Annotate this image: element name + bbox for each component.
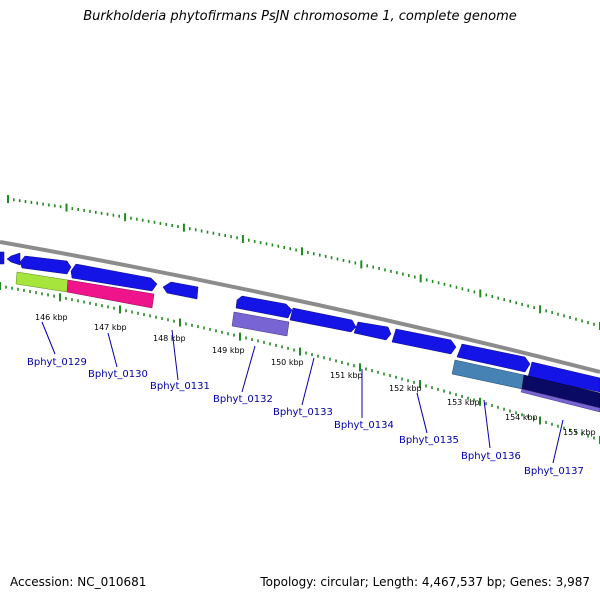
gene-label-bphyt-0133[interactable]: Bphyt_0133 xyxy=(273,407,333,418)
gene-label-bphyt-0135[interactable]: Bphyt_0135 xyxy=(399,435,459,446)
gene-leader-line xyxy=(301,357,315,406)
gene-leader-line xyxy=(552,419,564,464)
forward-cds-track xyxy=(0,251,600,393)
feature-navy[interactable] xyxy=(521,374,600,409)
tick-label: 152 kbp xyxy=(389,384,422,393)
feature-purple[interactable] xyxy=(231,311,290,337)
tick-label: 148 kbp xyxy=(153,334,186,343)
cds-feature[interactable] xyxy=(19,255,72,275)
gene-label-bphyt-0134[interactable]: Bphyt_0134 xyxy=(334,420,394,431)
gene-leader-line xyxy=(241,345,256,393)
cds-feature[interactable] xyxy=(70,263,158,292)
map-title: Burkholderia phytofirmans PsJN chromosom… xyxy=(83,9,517,24)
gene-label-bphyt-0136[interactable]: Bphyt_0136 xyxy=(461,451,521,462)
cds-feature[interactable] xyxy=(456,343,531,373)
tick-label: 147 kbp xyxy=(94,323,127,332)
tick-labels: 146 kbp 147 kbp 148 kbp 149 kbp 150 kbp … xyxy=(35,313,596,437)
gene-leader-line xyxy=(107,332,118,368)
gene-leader-line xyxy=(416,392,428,434)
feature-pink[interactable] xyxy=(66,279,155,309)
gene-leader-lines xyxy=(41,321,564,464)
gene-label-bphyt-0131[interactable]: Bphyt_0131 xyxy=(150,381,210,392)
gene-leader-line xyxy=(483,399,491,449)
tick-label: 146 kbp xyxy=(35,313,68,322)
feature-track xyxy=(15,271,600,413)
genome-summary-text: Topology: circular; Length: 4,467,537 bp… xyxy=(260,575,590,589)
outer-tick-ring xyxy=(7,195,600,330)
gene-labels: Bphyt_0129 Bphyt_0130 Bphyt_0131 Bphyt_0… xyxy=(27,357,584,477)
tick-label: 150 kbp xyxy=(271,358,304,367)
cds-feature[interactable] xyxy=(162,281,199,300)
tick-label: 151 kbp xyxy=(330,371,363,380)
gene-leader-line xyxy=(171,329,179,381)
cds-feature[interactable] xyxy=(527,361,600,393)
cds-feature[interactable] xyxy=(289,307,357,333)
accession-text: Accession: NC_010681 xyxy=(10,575,147,589)
tick-label: 155 kbp xyxy=(563,428,596,437)
feature-purple[interactable] xyxy=(520,388,600,413)
cds-feature[interactable] xyxy=(6,252,21,266)
gene-label-bphyt-0137[interactable]: Bphyt_0137 xyxy=(524,466,584,477)
tick-label: 153 kbp xyxy=(447,398,480,407)
cds-feature[interactable] xyxy=(0,251,5,265)
cds-feature[interactable] xyxy=(353,321,392,341)
gene-label-bphyt-0129[interactable]: Bphyt_0129 xyxy=(27,357,87,368)
tick-label: 149 kbp xyxy=(212,346,245,355)
gene-label-bphyt-0130[interactable]: Bphyt_0130 xyxy=(88,369,148,380)
gene-label-bphyt-0132[interactable]: Bphyt_0132 xyxy=(213,394,273,405)
cds-feature[interactable] xyxy=(391,328,457,355)
inner-tick-ring xyxy=(0,282,600,444)
cds-feature[interactable] xyxy=(235,295,293,319)
gene-leader-line xyxy=(41,321,56,355)
chromosome-backbone xyxy=(0,240,600,374)
tick-label: 154 kbp xyxy=(505,413,538,422)
